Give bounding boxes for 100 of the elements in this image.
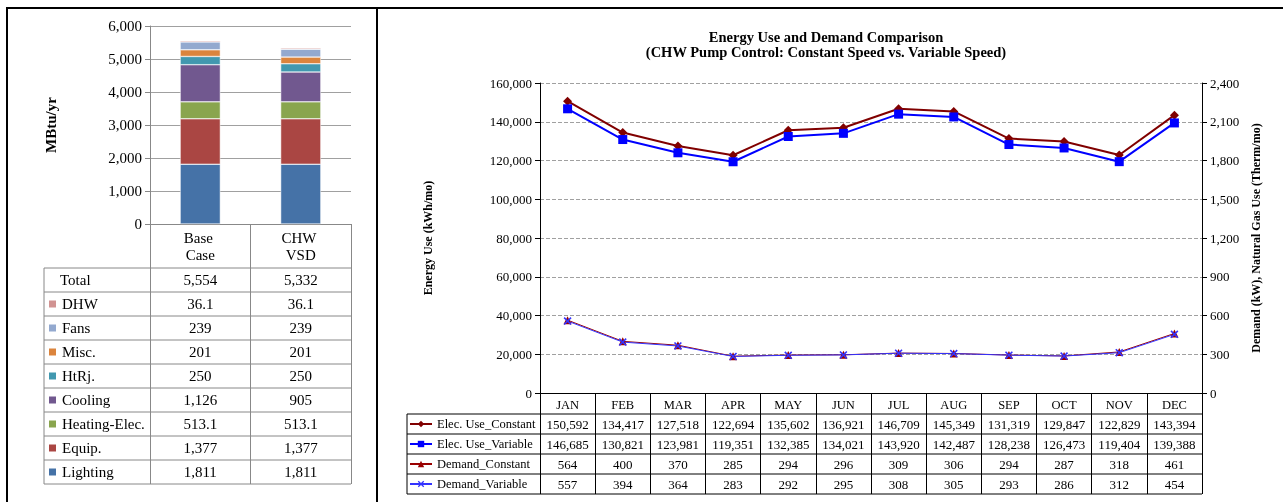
x-tick-label: JAN xyxy=(556,398,580,413)
y-tick-label: 80,000 xyxy=(496,230,532,246)
data-label: 296 xyxy=(833,456,854,472)
legend-label: Lighting xyxy=(62,464,115,480)
data-label: 129,847 xyxy=(1042,416,1086,432)
y-tick-label: 1,000 xyxy=(108,183,142,199)
data-label: 139,388 xyxy=(1153,436,1196,452)
x-tick-label: CHW VSD xyxy=(281,229,320,263)
data-label: 135,602 xyxy=(767,416,810,432)
data-label: 201 xyxy=(189,344,212,360)
x-tick-label: APR xyxy=(720,398,746,413)
data-label: 134,417 xyxy=(601,416,645,432)
y2-tick-label: 2,400 xyxy=(1210,75,1240,91)
legend-label: Demand_Variable xyxy=(437,477,528,491)
data-label: 143,920 xyxy=(877,436,920,452)
y-axis-title: MBtu/yr xyxy=(42,96,59,153)
y-tick-label: 20,000 xyxy=(496,346,532,362)
x-tick-label: OCT xyxy=(1051,398,1077,413)
x-tick-label: NOV xyxy=(1105,398,1133,413)
data-label: 136,921 xyxy=(822,416,865,432)
legend-label: Misc. xyxy=(62,344,96,360)
data-label: 201 xyxy=(289,344,312,360)
data-label: 564 xyxy=(557,456,578,472)
data-label: 394 xyxy=(613,476,633,492)
data-label: 239 xyxy=(189,320,212,336)
data-label: 132,385 xyxy=(767,436,810,452)
data-label: 312 xyxy=(1109,476,1129,492)
y2-tick-label: 900 xyxy=(1210,269,1230,285)
data-label: 308 xyxy=(888,476,909,492)
y2-tick-label: 0 xyxy=(1210,385,1217,401)
data-label: 122,829 xyxy=(1098,416,1141,432)
x-tick-label: JUN xyxy=(831,398,855,413)
y-tick-label: 160,000 xyxy=(489,75,532,91)
data-label: 294 xyxy=(778,456,799,472)
legend-label: Elec. Use_Constant xyxy=(437,417,537,431)
data-label: 295 xyxy=(833,476,854,492)
data-label: 286 xyxy=(1054,476,1075,492)
data-label: 293 xyxy=(999,476,1019,492)
data-label: 128,238 xyxy=(987,436,1031,452)
x-tick-label: AUG xyxy=(940,398,968,413)
data-label: 1,377 xyxy=(283,440,319,456)
data-label: 142,487 xyxy=(932,436,976,452)
data-label: 130,821 xyxy=(601,436,644,452)
text: 5,332 xyxy=(283,272,318,288)
legend-label: Equip. xyxy=(62,440,102,456)
data-label: 36.1 xyxy=(187,296,214,312)
data-label: 126,473 xyxy=(1042,436,1086,452)
y2-axis-title: Demand (kW), Natural Gas Use (Therm/mo) xyxy=(1249,123,1264,353)
y-tick-label: 100,000 xyxy=(489,191,532,207)
data-label: 318 xyxy=(1109,456,1129,472)
y-tick-label: 6,000 xyxy=(108,18,142,34)
data-label: 36.1 xyxy=(287,296,314,312)
data-label: 146,709 xyxy=(877,416,920,432)
data-label: 364 xyxy=(668,476,689,492)
data-label: 287 xyxy=(1054,456,1075,472)
x-tick-label: SEP xyxy=(998,398,1020,413)
data-label: 370 xyxy=(668,456,688,472)
x-tick-label: Base Case xyxy=(183,229,217,263)
y2-tick-label: 2,100 xyxy=(1210,114,1240,130)
y-axis-title: Energy Use (kWh/mo) xyxy=(421,180,435,296)
x-tick-label: MAY xyxy=(774,398,803,413)
y-tick-label: 4,000 xyxy=(108,84,142,100)
data-label: 250 xyxy=(189,368,212,384)
y-tick-label: 2,000 xyxy=(108,150,142,166)
y-tick-label: 40,000 xyxy=(496,308,532,323)
legend-label: HtRj. xyxy=(62,368,95,384)
data-label: 250 xyxy=(289,368,312,384)
x-tick-label: JUL xyxy=(887,398,910,413)
data-label: 122,694 xyxy=(711,416,755,432)
data-label: 143,394 xyxy=(1153,416,1197,432)
data-label: 454 xyxy=(1164,476,1185,492)
legend-label: Elec. Use_Variable xyxy=(437,437,534,451)
legend-label: Cooling xyxy=(62,392,111,408)
data-label: 119,351 xyxy=(712,436,754,452)
data-label: 119,404 xyxy=(1098,436,1141,452)
data-label: 905 xyxy=(289,392,312,408)
data-label: 306 xyxy=(944,456,964,472)
data-label: 239 xyxy=(289,320,312,336)
y2-tick-label: 1,200 xyxy=(1210,230,1240,246)
data-label: 150,592 xyxy=(546,416,589,432)
legend-label: Demand_Constant xyxy=(437,457,531,471)
chart-title: Energy Use and Demand Comparison xyxy=(708,28,944,45)
y2-tick-label: 1,500 xyxy=(1210,191,1240,207)
text: Total xyxy=(60,272,91,288)
data-label: 557 xyxy=(557,476,578,492)
data-label: 285 xyxy=(723,456,743,472)
x-tick-label: FEB xyxy=(611,398,635,413)
data-label: 309 xyxy=(888,456,909,472)
y-tick-label: 3,000 xyxy=(108,117,142,133)
data-label: 134,021 xyxy=(822,436,865,452)
data-label: 131,319 xyxy=(987,416,1031,432)
legend-label: DHW xyxy=(62,296,99,312)
x-tick-label: DEC xyxy=(1161,398,1187,413)
data-label: 461 xyxy=(1164,456,1185,472)
y-tick-label: 0 xyxy=(525,385,532,401)
data-label: 123,981 xyxy=(656,436,700,452)
y2-tick-label: 1,800 xyxy=(1210,153,1240,168)
data-label: 283 xyxy=(723,476,743,492)
data-label: 1,811 xyxy=(183,464,217,480)
data-label: 145,349 xyxy=(932,416,975,432)
